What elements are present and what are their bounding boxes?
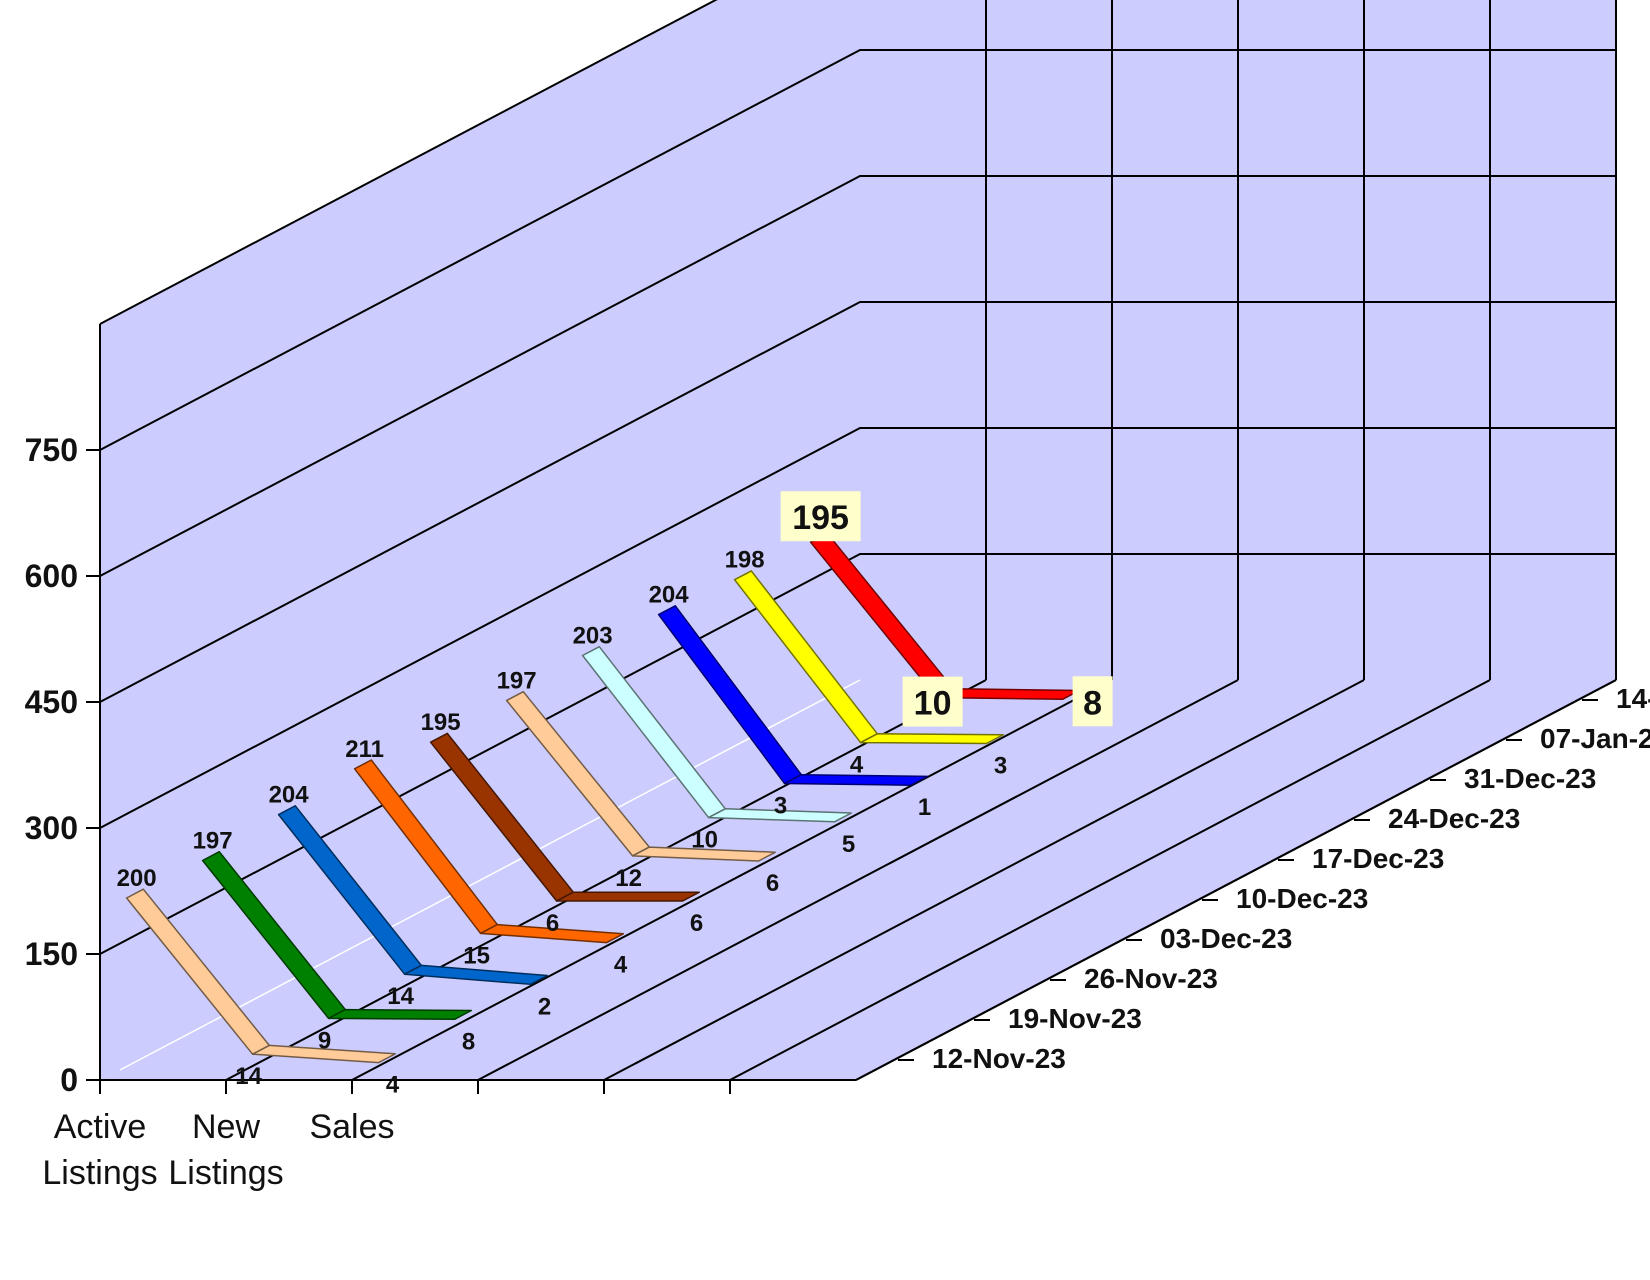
data-label: 14 — [387, 983, 414, 1010]
y-tick-label: 300 — [25, 810, 78, 846]
series-ribbon-26-Nov-23 — [277, 805, 549, 986]
x-category-label: Listings — [42, 1154, 157, 1192]
y-tick-label: 750 — [25, 432, 78, 468]
y-tick-label: 600 — [25, 558, 78, 594]
floor-depth-line — [729, 679, 1491, 1081]
series-ribbon-17-Dec-23 — [505, 690, 777, 862]
series-date-label: 26-Nov-23 — [1084, 963, 1218, 994]
data-label: 5 — [842, 831, 855, 858]
data-label: 203 — [573, 622, 613, 649]
data-label: 198 — [725, 547, 765, 574]
series-date-label: 03-Dec-23 — [1160, 923, 1292, 954]
ribbon-segment — [707, 808, 853, 823]
series-date-label: 31-Dec-23 — [1464, 763, 1596, 794]
floor-depth-line — [603, 679, 1365, 1081]
ribbon-segment — [479, 923, 625, 944]
data-label: 10 — [914, 685, 952, 723]
highlight-label-box — [902, 676, 963, 727]
data-label: 195 — [421, 709, 461, 736]
series-date-label: 12-Nov-23 — [932, 1043, 1066, 1074]
floor-depth-line — [477, 679, 1239, 1081]
series-ribbon-10-Dec-23 — [429, 732, 701, 902]
data-label: 9 — [318, 1027, 331, 1054]
series-date-label: 10-Dec-23 — [1236, 883, 1368, 914]
data-label: 197 — [193, 828, 233, 855]
ribbon-segment — [327, 1008, 473, 1021]
data-label: 204 — [269, 782, 310, 809]
data-label: 6 — [546, 910, 559, 937]
highlight-label-box — [780, 491, 861, 542]
chart-gridlines — [99, 0, 1617, 1081]
data-label: 197 — [497, 668, 537, 695]
ribbon-segment — [251, 1044, 397, 1064]
x-category-label: Sales — [309, 1108, 394, 1146]
series-ribbon-24-Dec-23 — [581, 645, 853, 823]
data-label: 200 — [117, 865, 157, 892]
series-date-label: 14-Jan-24 — [1616, 683, 1650, 714]
data-label: 211 — [345, 736, 384, 763]
x-category-label: Listings — [168, 1154, 283, 1192]
data-label: 6 — [766, 870, 779, 897]
series-ribbon-31-Dec-23 — [657, 605, 929, 786]
data-label: 3 — [994, 752, 1007, 779]
ribbon-segment — [783, 773, 929, 786]
floor-lane-line — [119, 679, 861, 1071]
data-label: 6 — [690, 910, 703, 937]
y-tick-label: 150 — [25, 936, 78, 972]
data-label: 4 — [850, 752, 864, 779]
series-date-label: 07-Jan-24 — [1540, 723, 1650, 754]
depth-axis — [855, 679, 1617, 1081]
data-label: 8 — [1083, 684, 1102, 722]
x-category-label: New — [192, 1108, 260, 1146]
series-date-label: 24-Dec-23 — [1388, 803, 1520, 834]
data-label: 4 — [614, 952, 628, 979]
series-date-label: 17-Dec-23 — [1312, 843, 1444, 874]
data-label: 10 — [691, 827, 718, 854]
gridline-900 — [99, 0, 718, 325]
data-label: 2 — [538, 993, 551, 1020]
chart-axes: 0 150 300 450 600 750 Active Listings New Listing… — [25, 324, 1650, 1192]
series-date-label: 19-Nov-23 — [1008, 1003, 1142, 1034]
data-label: 15 — [463, 942, 490, 969]
ribbon-segment — [403, 964, 549, 986]
data-label: 3 — [774, 792, 787, 819]
ribbon-segment — [631, 846, 777, 862]
series-ribbon-19-Nov-23 — [201, 850, 473, 1021]
data-label: 204 — [649, 582, 690, 609]
ribbon-segment — [859, 733, 1005, 745]
data-label: 1 — [918, 794, 931, 821]
series-ribbon-07-Jan-24 — [733, 570, 1005, 745]
data-label: 14 — [235, 1063, 262, 1090]
x-category-label: Active — [54, 1108, 147, 1146]
highlight-label-box — [1072, 676, 1113, 727]
data-label: 12 — [615, 865, 642, 892]
data-label: 4 — [386, 1072, 400, 1099]
floor-depth-line — [351, 679, 1113, 1081]
series-ribbon-12-Nov-23 — [125, 888, 397, 1064]
data-label: 195 — [792, 499, 849, 537]
y-tick-label: 450 — [25, 684, 78, 720]
y-tick-label: 0 — [60, 1062, 78, 1098]
series-ribbon-03-Dec-23 — [353, 759, 625, 944]
chart-series — [125, 532, 1081, 1064]
ribbon-segment — [555, 891, 701, 902]
data-label: 8 — [462, 1028, 475, 1055]
